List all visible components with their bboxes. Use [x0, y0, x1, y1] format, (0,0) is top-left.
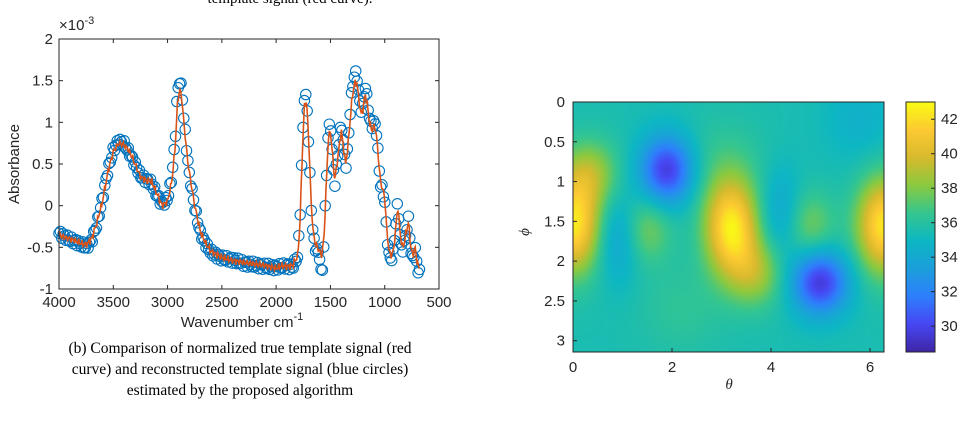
reconstructed-point: [349, 65, 362, 77]
reconstructed-point: [313, 253, 326, 266]
y-tick-label: 1.5: [32, 73, 53, 90]
reconstructed-point: [355, 106, 367, 118]
y-tick-label: -1: [40, 281, 53, 298]
reconstructed-point: [401, 224, 413, 236]
reconstructed-point: [288, 253, 301, 265]
reconstructed-point: [130, 161, 143, 174]
reconstructed-point: [93, 210, 105, 222]
x-tick-label: 2500: [205, 294, 238, 311]
reconstructed-point: [340, 162, 352, 174]
y-tick-label: 1: [45, 114, 53, 131]
reconstructed-point: [165, 176, 178, 189]
x-tick-label: 500: [426, 294, 451, 311]
x-tick-label: 3000: [151, 294, 184, 311]
caption-line-2: curve) and reconstructed template signal…: [71, 361, 409, 378]
true-template-signal-line: [58, 79, 421, 274]
reconstructed-point: [186, 182, 198, 195]
reconstructed-point: [361, 88, 373, 100]
x-axis-label: Wavenumber cm-1: [181, 311, 304, 331]
reconstructed-point: [85, 234, 97, 246]
y-tick-label: 0.5: [32, 156, 53, 173]
reconstructed-point: [376, 179, 388, 191]
x-tick-label: 1500: [314, 294, 347, 311]
y-tick-label: 0: [45, 198, 53, 215]
reconstructed-point: [268, 264, 280, 277]
top-caption: template signal (red curve).: [160, 0, 420, 9]
figure-caption: (b) Comparison of normalized true templa…: [30, 338, 450, 401]
reconstructed-point: [391, 198, 404, 210]
y-tick-label: 2: [45, 31, 53, 48]
reconstructed-point: [402, 210, 415, 222]
spectrum-plot-frame: [58, 38, 440, 290]
reconstructed-point: [323, 118, 336, 130]
reconstructed-point: [316, 264, 329, 276]
x-tick-label: 1000: [368, 294, 401, 311]
reconstructed-point: [359, 82, 372, 95]
reconstructed-point: [104, 156, 117, 168]
x-tick-label: 4000: [42, 294, 75, 311]
y-axis-label: Absorbance: [6, 124, 23, 204]
reconstructed-point: [175, 77, 187, 89]
reconstructed-point: [300, 88, 312, 101]
caption-line-1: (b) Comparison of normalized true templa…: [68, 340, 412, 357]
reconstructed-point: [94, 202, 107, 214]
y-tick-label: -0.5: [27, 239, 53, 256]
reconstructed-point: [183, 166, 196, 179]
reconstructed-point: [89, 224, 101, 237]
reconstructed-point: [194, 224, 207, 236]
x-tick-label: 3500: [97, 294, 130, 311]
reconstructed-point: [162, 189, 175, 202]
reconstructed-point: [315, 263, 327, 276]
reconstructed-point: [329, 180, 341, 192]
exponent-label: ×10-3: [59, 15, 94, 34]
caption-line-3: estimated by the proposed algorithm: [126, 382, 354, 399]
x-tick-label: 2000: [259, 294, 292, 311]
reconstructed-point: [413, 263, 426, 276]
